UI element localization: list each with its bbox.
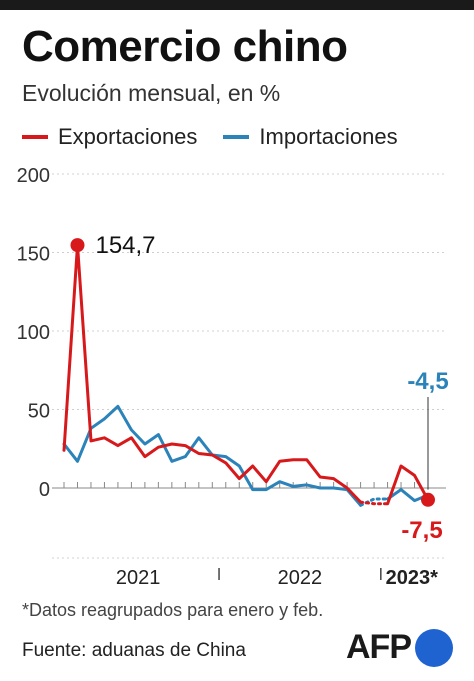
annotation-imports-last: -4,5 — [407, 368, 448, 395]
legend-swatch-exports — [22, 135, 48, 139]
series-line-imports — [359, 497, 390, 507]
chart-subtitle: Evolución mensual, en % — [22, 80, 281, 106]
series-line-exports — [62, 243, 363, 504]
marker-exports-peak — [70, 238, 85, 253]
afp-logo: AFP — [346, 628, 453, 667]
annotation-exports-last: -7,5 — [401, 517, 442, 544]
legend-label-exports: Exportaciones — [58, 124, 198, 149]
series-line-imports — [386, 488, 430, 503]
y-tick-label: 150 — [17, 244, 50, 266]
legend-item-exports: Exportaciones — [22, 124, 197, 150]
footnote: *Datos reagrupados para enero y feb. — [22, 600, 324, 620]
series-line-exports — [359, 500, 390, 506]
chart-legend: Exportaciones Importaciones — [22, 124, 424, 150]
x-year-label: 2023* — [386, 567, 438, 589]
x-year-label: 2021 — [116, 567, 161, 589]
afp-logo-dot-icon — [415, 628, 453, 667]
chart-title: Comercio chino — [22, 22, 348, 71]
line-chart: 200 150 100 50 0 2021 2022 2023* 154,7 -4,5 -7,5 — [17, 165, 449, 589]
annotation-exports-peak: 154,7 — [95, 232, 155, 259]
legend-swatch-imports — [223, 135, 250, 139]
x-year-label: 2022 — [278, 567, 323, 589]
y-tick-label: 0 — [39, 479, 50, 501]
afp-logo-text: AFP — [346, 628, 412, 666]
marker-exports-last — [421, 492, 435, 507]
y-tick-label: 200 — [17, 165, 50, 187]
y-tick-label: 100 — [17, 322, 50, 344]
top-bar — [0, 0, 474, 10]
y-tick-label: 50 — [28, 401, 50, 423]
legend-item-imports: Importaciones — [223, 124, 398, 150]
legend-label-imports: Importaciones — [259, 124, 398, 149]
series-line-exports — [386, 464, 430, 506]
source-line: Fuente: aduanas de China — [22, 640, 246, 661]
